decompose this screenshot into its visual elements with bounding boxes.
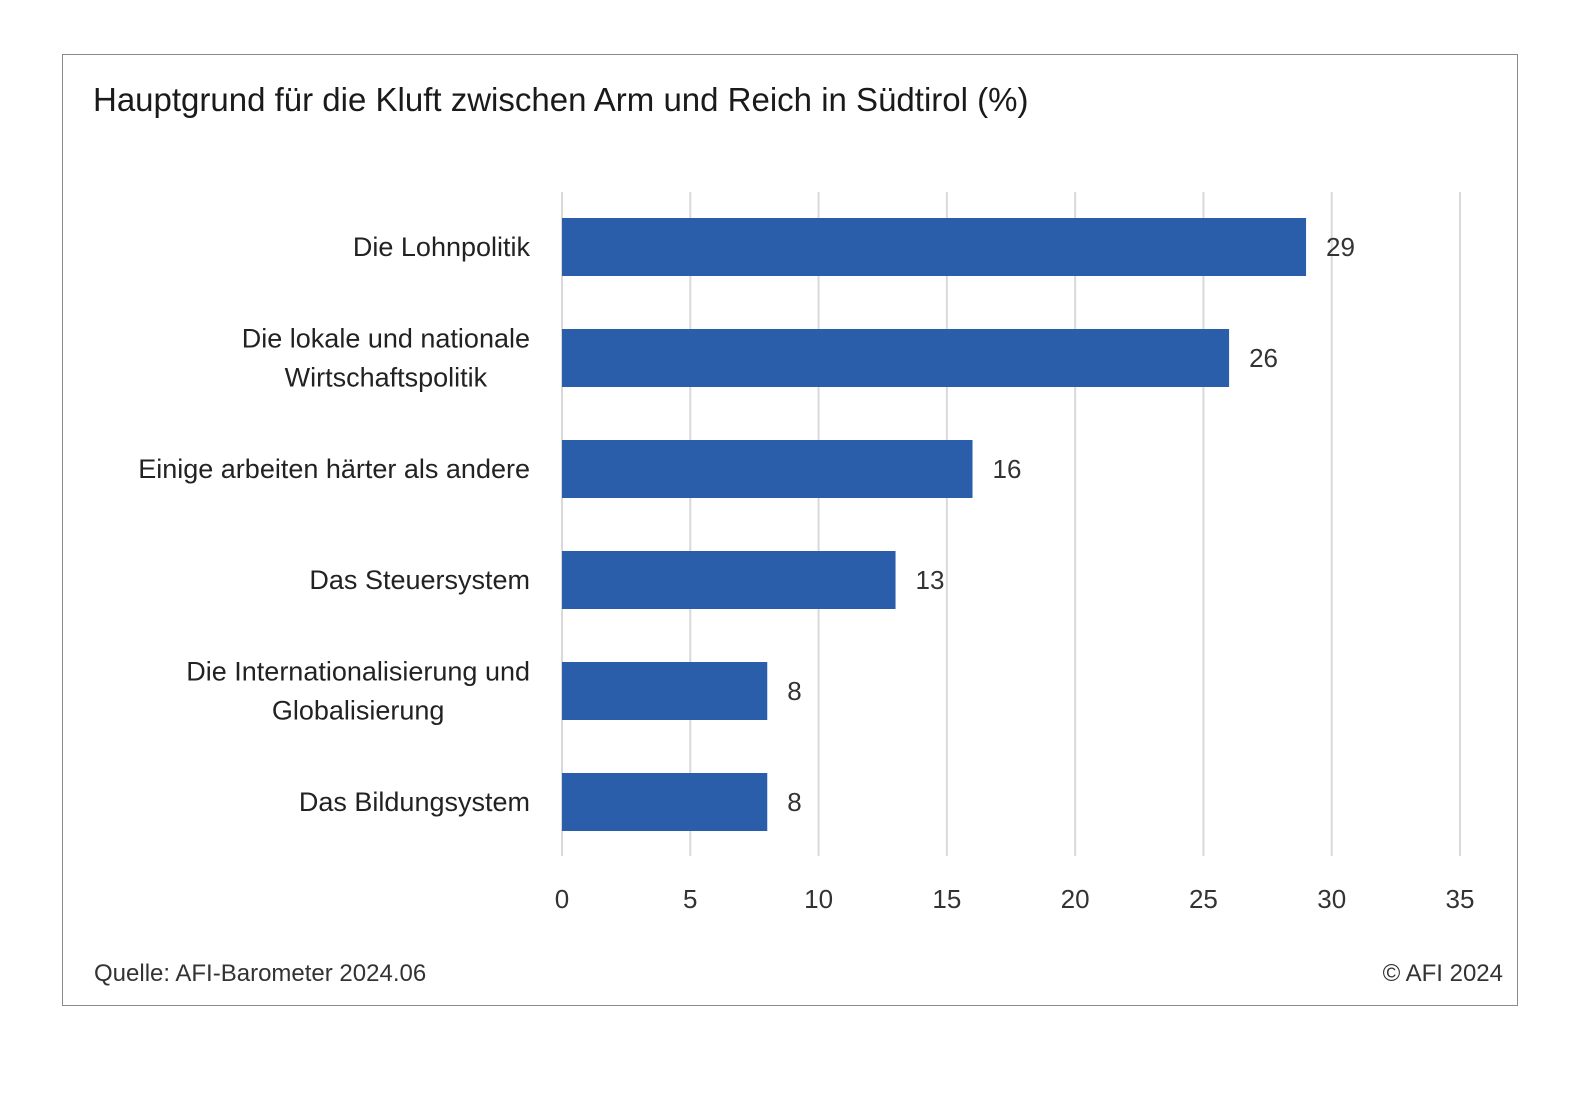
bar <box>562 329 1230 387</box>
bar <box>562 662 768 720</box>
category-label: Das Bildungsystem <box>299 787 530 817</box>
data-label: 8 <box>787 676 801 706</box>
chart-frame <box>62 54 1518 1006</box>
chart-title: Hauptgrund für die Kluft zwischen Arm un… <box>93 81 1029 118</box>
category-label: Wirtschaftspolitik <box>285 363 488 393</box>
x-tick-label: 15 <box>932 884 961 914</box>
copyright-note: © AFI 2024 <box>1382 960 1503 987</box>
bar <box>562 551 896 609</box>
category-label: Globalisierung <box>272 696 445 726</box>
data-label: 13 <box>916 565 945 595</box>
x-tick-label: 0 <box>555 884 569 914</box>
category-label: Die Lohnpolitik <box>353 232 531 262</box>
x-tick-label: 20 <box>1061 884 1090 914</box>
category-label: Die Internationalisierung und <box>186 657 530 687</box>
category-label: Die lokale und nationale <box>242 324 530 354</box>
data-label: 29 <box>1326 232 1355 262</box>
x-tick-label: 5 <box>683 884 697 914</box>
category-label: Das Steuersystem <box>309 565 530 595</box>
source-note: Quelle: AFI-Barometer 2024.06 <box>94 960 427 987</box>
x-tick-label: 25 <box>1189 884 1218 914</box>
data-label: 16 <box>993 454 1022 484</box>
x-tick-label: 35 <box>1446 884 1475 914</box>
bar <box>562 773 768 831</box>
category-label: Einige arbeiten härter als andere <box>138 454 530 484</box>
bar <box>562 440 973 498</box>
x-tick-label: 10 <box>804 884 833 914</box>
data-label: 26 <box>1249 343 1278 373</box>
x-tick-label: 30 <box>1317 884 1346 914</box>
data-label: 8 <box>787 787 801 817</box>
bar <box>562 218 1307 276</box>
